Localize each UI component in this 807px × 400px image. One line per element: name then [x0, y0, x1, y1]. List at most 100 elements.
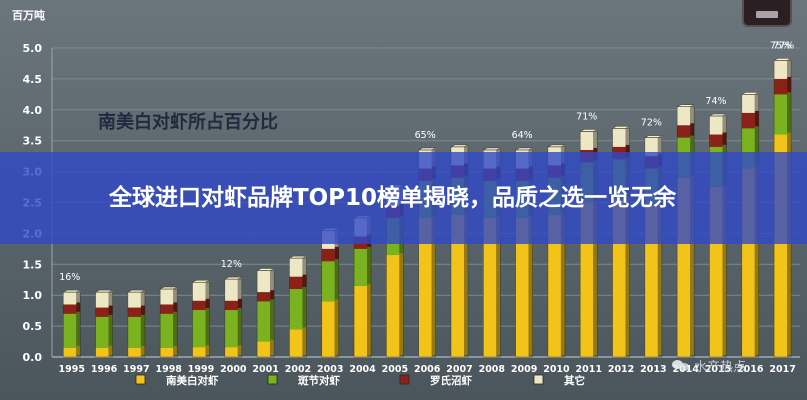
x-tick-label: 1996	[91, 364, 118, 375]
bar-segment	[257, 301, 271, 342]
x-tick-label: 1998	[155, 364, 182, 375]
share-annotation: 74%	[705, 96, 726, 107]
bar-side	[173, 287, 178, 303]
x-tick-label: 2009	[511, 364, 537, 375]
bar-segment	[515, 217, 529, 357]
bar-segment	[127, 316, 141, 348]
bar-segment	[289, 258, 303, 277]
bar-segment	[644, 137, 658, 157]
bar-segment	[386, 255, 400, 357]
bar-side	[625, 144, 630, 158]
bar-segment	[677, 106, 691, 126]
bar-segment	[741, 112, 755, 129]
bar-segment	[160, 304, 174, 314]
bar-segment	[63, 292, 77, 305]
bar-segment	[289, 329, 303, 357]
bar-outline	[644, 137, 663, 358]
bar-side	[270, 339, 275, 355]
bar-side	[140, 305, 145, 315]
bar-segment	[192, 347, 206, 357]
x-tick-label: 2016	[737, 364, 764, 375]
bar-side	[76, 290, 81, 303]
bar-segment	[63, 304, 77, 314]
x-tick-label: 2015	[705, 364, 731, 375]
y-tick-label: 5.0	[23, 42, 43, 55]
bar-segment	[418, 217, 432, 357]
bar-side	[76, 345, 81, 355]
y-axis-label: 百万吨	[12, 8, 45, 22]
bar-segment	[741, 94, 755, 113]
bar-side	[722, 185, 727, 355]
x-tick-label: 2005	[382, 364, 408, 375]
bar-side	[270, 299, 275, 340]
bar-side	[108, 345, 113, 355]
bar-segment	[95, 347, 109, 357]
share-annotation: 75%	[770, 40, 791, 51]
bar-side	[173, 302, 178, 312]
share-annotation: 16%	[59, 272, 80, 283]
bar-side	[173, 311, 178, 346]
y-tick-label: 4.5	[23, 73, 43, 86]
x-tick-label: 2012	[608, 364, 634, 375]
bar-outline	[192, 281, 210, 358]
bar-side	[722, 132, 727, 145]
bar-side	[754, 126, 759, 167]
bar-side	[690, 104, 695, 124]
bar-outline	[450, 146, 469, 358]
bar-segment	[160, 313, 174, 348]
bar-segment	[63, 347, 77, 357]
x-tick-label: 1997	[123, 364, 149, 375]
bar-segment	[160, 289, 174, 305]
legend-swatch	[399, 374, 410, 385]
bar-side	[367, 246, 372, 284]
bar-segment	[224, 347, 238, 357]
x-tick-label: 2003	[317, 364, 343, 375]
watermark-text: 水产热点	[694, 359, 747, 375]
bar-segment	[321, 261, 335, 302]
bar-outline	[579, 131, 598, 358]
legend-swatch	[267, 374, 278, 385]
bar-side	[690, 175, 695, 355]
bar-segment	[451, 214, 465, 357]
projector-device	[742, 0, 792, 27]
bar-outline	[483, 149, 501, 358]
chat-bubble-icon	[672, 358, 690, 372]
bar-segment	[95, 307, 109, 317]
bar-side	[205, 308, 210, 346]
bar-segment	[127, 292, 141, 308]
y-tick-label: 1.5	[23, 258, 43, 271]
bar-segment	[774, 60, 788, 79]
bar-outline	[515, 149, 533, 358]
bar-segment	[257, 270, 271, 293]
bar-segment	[321, 301, 335, 357]
bar-side	[76, 302, 81, 312]
bar-side	[625, 197, 630, 355]
legend-label: 罗氏沼虾	[430, 374, 472, 387]
bar-side	[237, 308, 242, 346]
bar-segment	[257, 341, 271, 357]
bar-segment	[95, 316, 109, 348]
bar-segment	[774, 78, 788, 95]
x-tick-label: 2006	[414, 364, 441, 375]
bar-side	[431, 215, 436, 355]
bar-side	[593, 200, 598, 355]
bar-segment	[321, 248, 335, 262]
bar-segment	[483, 217, 497, 357]
bar-side	[334, 246, 339, 260]
bar-side	[496, 215, 501, 355]
bar-side	[76, 311, 81, 346]
bar-segment	[127, 347, 141, 357]
y-tick-label: 0.5	[23, 320, 43, 333]
bar-segment	[709, 115, 723, 135]
y-tick-label: 3.5	[23, 135, 43, 148]
bar-side	[140, 314, 145, 346]
bar-side	[754, 110, 759, 127]
projector-screen-decor	[756, 11, 778, 18]
bar-side	[560, 212, 565, 355]
bar-side	[657, 203, 662, 355]
bar-side	[657, 135, 662, 155]
bar-segment	[580, 131, 594, 150]
bar-segment	[774, 94, 788, 135]
bar-side	[787, 58, 792, 77]
x-tick-label: 2004	[349, 364, 376, 375]
